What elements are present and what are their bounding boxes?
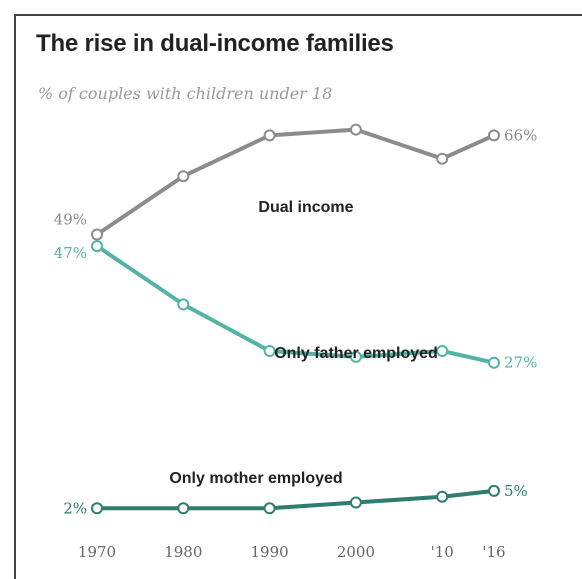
data-point	[436, 152, 449, 165]
x-axis: 1970 1980 1990 2000 '10 '16	[78, 543, 506, 561]
value-labels: 49% 66% 47% 27% 2% 5%	[54, 126, 538, 517]
chart-title: The rise in dual-income families	[36, 30, 394, 57]
chart-subtitle: % of couples with children under 18	[38, 84, 333, 103]
end-value-label: 27%	[504, 354, 537, 372]
x-tick-label: '10	[431, 543, 454, 561]
series-line-2	[95, 488, 496, 511]
x-tick-label: 2000	[337, 543, 375, 561]
data-point	[177, 298, 190, 311]
data-point	[436, 490, 449, 503]
series-name-label: Only mother employed	[169, 470, 342, 487]
series-labels: Dual income Only father employed Only moth…	[169, 199, 437, 487]
data-point	[263, 345, 276, 357]
series-name-label: Only father employed	[274, 345, 438, 362]
start-value-label: 2%	[63, 499, 87, 517]
x-tick-label: 1990	[251, 543, 289, 561]
end-value-label: 5%	[504, 482, 528, 500]
series-points	[91, 123, 500, 515]
data-point	[177, 170, 190, 183]
data-point	[349, 123, 362, 136]
x-tick-label: 1980	[164, 543, 202, 561]
data-point	[349, 496, 362, 509]
data-point	[263, 129, 276, 142]
data-point	[349, 350, 362, 363]
x-tick-label: '16	[482, 543, 505, 561]
series-line-1	[95, 244, 496, 365]
series-name-label: Dual income	[258, 199, 353, 216]
data-point	[488, 484, 500, 497]
data-point	[91, 240, 103, 253]
start-value-label: 47%	[54, 244, 87, 262]
data-point	[91, 502, 103, 515]
data-point	[488, 356, 500, 369]
data-point	[488, 129, 500, 142]
end-value-label: 66%	[504, 126, 537, 144]
data-point	[263, 502, 276, 515]
series-line-0	[95, 127, 496, 237]
series-lines	[95, 127, 496, 511]
x-tick-label: 1970	[78, 543, 116, 561]
data-point	[177, 502, 190, 515]
data-point	[91, 228, 103, 241]
data-point	[436, 345, 449, 357]
chart-frame	[14, 14, 582, 579]
start-value-label: 49%	[54, 210, 87, 228]
